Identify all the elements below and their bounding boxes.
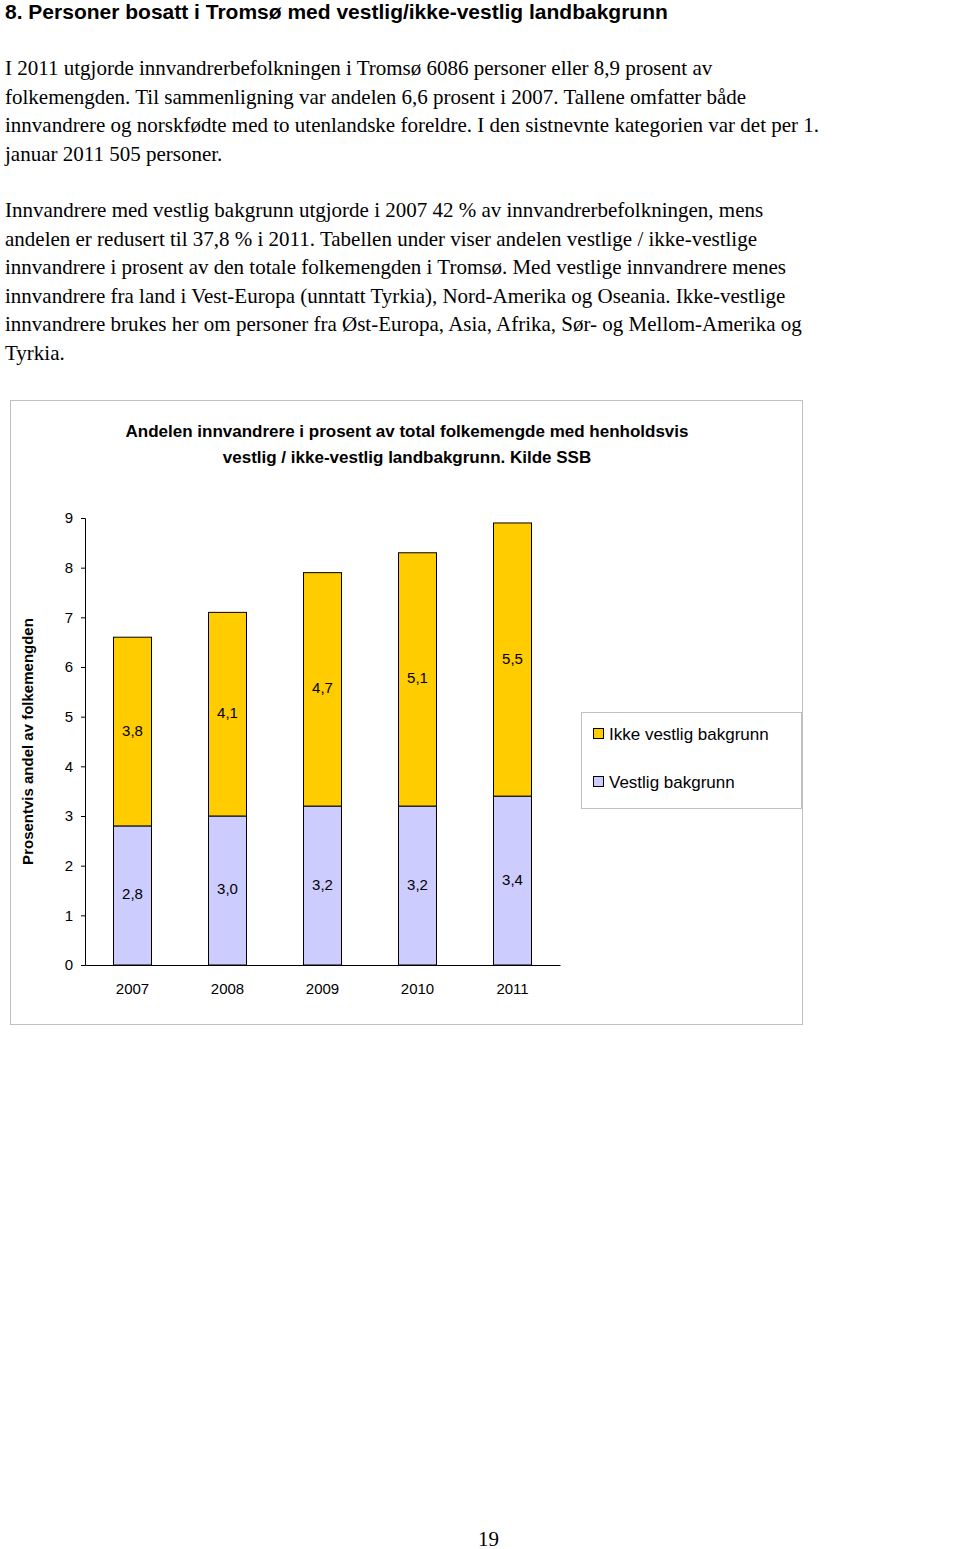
legend: Ikke vestlig bakgrunn Vestlig bakgrunn — [582, 713, 802, 809]
legend-label: Vestlig bakgrunn — [609, 773, 735, 792]
y-axis-line — [81, 519, 86, 966]
x-tick-label: 2008 — [211, 980, 244, 997]
y-tick-label: 2 — [65, 857, 73, 874]
y-tick-mark — [81, 717, 85, 718]
y-tick-label: 7 — [65, 609, 73, 626]
bar — [209, 612, 247, 816]
x-tick: 2011 — [496, 965, 528, 997]
paragraph-line: andelen er redusert til 37,8 % i 2011. T… — [5, 227, 757, 252]
y-tick-label: 6 — [65, 658, 73, 675]
x-tick: 2009 — [306, 965, 339, 997]
data-label: 5,1 — [407, 669, 428, 686]
bar — [494, 523, 532, 796]
bar — [114, 826, 152, 965]
paragraph-line: Tyrkia. — [5, 341, 65, 366]
paragraph-line: Innvandrere med vestlig bakgrunn utgjord… — [5, 198, 763, 223]
y-tick: 1 — [65, 907, 85, 924]
heading: 8. Personer bosatt i Tromsø med vestlig/… — [5, 0, 668, 24]
x-tick-label: 2007 — [116, 980, 149, 997]
data-label: 5,5 — [502, 650, 523, 667]
data-label: 3,2 — [312, 876, 333, 893]
paragraph-line: januar 2011 505 personer. — [5, 142, 222, 167]
y-tick-label: 1 — [65, 907, 73, 924]
data-label: 3,0 — [217, 880, 238, 897]
bar — [494, 796, 532, 965]
y-tick-mark — [81, 766, 85, 767]
bars — [114, 523, 532, 965]
y-tick-label: 3 — [65, 807, 73, 824]
y-tick: 5 — [65, 708, 85, 725]
data-label: 4,1 — [217, 704, 238, 721]
y-tick-label: 5 — [65, 708, 73, 725]
y-tick-label: 9 — [65, 509, 73, 526]
bar — [114, 637, 152, 826]
y-tick-label: 4 — [65, 758, 73, 775]
paragraph-line: innvandrere fra land i Vest-Europa (unnt… — [5, 284, 785, 309]
y-axis-title: Prosentvis andel av folkemengden — [19, 618, 36, 865]
bar — [304, 806, 342, 965]
paragraph-line: innvandrere i prosent av den totale folk… — [5, 255, 786, 280]
legend-label: Ikke vestlig bakgrunn — [609, 725, 769, 744]
y-tick-mark — [81, 965, 85, 966]
data-label: 2,8 — [122, 885, 143, 902]
chart-title-line: Andelen innvandrere i prosent av total f… — [125, 422, 688, 441]
paragraph-line: I 2011 utgjorde innvandrerbefolkningen i… — [5, 56, 712, 81]
y-tick-mark — [81, 915, 85, 916]
y-tick-label: 8 — [65, 559, 73, 576]
paragraph-line: innvandrere brukes her om personer fra Ø… — [5, 312, 802, 337]
y-tick-label: 0 — [65, 956, 73, 973]
y-tick-mark — [81, 866, 85, 867]
data-label: 3,8 — [122, 722, 143, 739]
x-tick-label: 2010 — [401, 980, 434, 997]
chart-title-line: vestlig / ikke-vestlig landbakgrunn. Kil… — [223, 448, 591, 467]
data-labels: 2,8 3,0 3,2 3,2 3,4 3,8 4,1 4,7 5,1 5,5 — [122, 650, 523, 903]
paragraph-line: folkemengden. Til sammenligning var ande… — [5, 85, 746, 110]
x-axis: 2007 2008 2009 2010 2011 — [86, 965, 561, 997]
data-label: 3,4 — [502, 871, 523, 888]
bar — [304, 573, 342, 806]
y-tick-mark — [81, 617, 85, 618]
y-tick: 2 — [65, 857, 85, 874]
x-axis-line — [86, 965, 561, 966]
y-tick-mark — [81, 518, 85, 519]
y-axis: 0 1 2 3 4 5 6 7 8 9 — [65, 509, 86, 973]
page-number: 19 — [478, 1527, 499, 1549]
y-tick: 6 — [65, 658, 85, 675]
legend-frame — [582, 713, 802, 809]
y-tick: 8 — [65, 559, 85, 576]
x-tick: 2007 — [116, 965, 149, 997]
data-label: 3,2 — [407, 876, 428, 893]
bar — [399, 806, 437, 965]
chart-title: Andelen innvandrere i prosent av total f… — [125, 422, 688, 467]
x-tick: 2010 — [401, 965, 434, 997]
y-tick-mark — [81, 667, 85, 668]
bar — [399, 553, 437, 806]
bar — [209, 816, 247, 965]
y-tick: 4 — [65, 758, 85, 775]
chart: Andelen innvandrere i prosent av total f… — [0, 0, 960, 1549]
y-tick: 9 — [65, 509, 85, 526]
paragraph-line: innvandrere og norskfødte med to utenlan… — [5, 113, 819, 138]
y-tick: 7 — [65, 609, 85, 626]
y-tick: 0 — [65, 956, 85, 973]
x-tick: 2008 — [211, 965, 244, 997]
y-tick-mark — [81, 568, 85, 569]
legend-swatch — [594, 777, 604, 787]
chart-frame — [11, 401, 803, 1025]
y-tick-mark — [81, 816, 85, 817]
y-tick: 3 — [65, 807, 85, 824]
data-label: 4,7 — [312, 679, 333, 696]
x-tick-label: 2011 — [496, 980, 528, 997]
legend-swatch — [594, 729, 604, 739]
x-tick-label: 2009 — [306, 980, 339, 997]
